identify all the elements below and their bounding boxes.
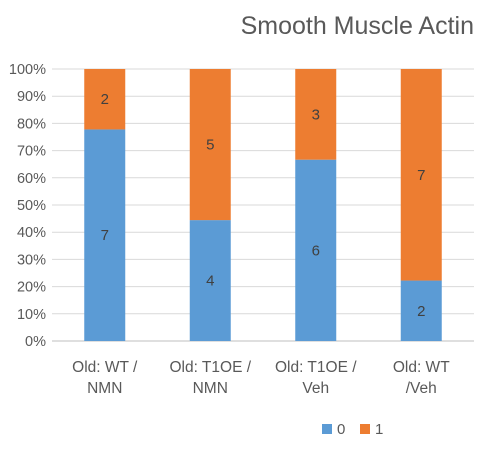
data-labels: 7 2 4 5 6 3 2 7 [101, 91, 426, 320]
y-tick-label: 70% [17, 144, 46, 160]
y-tick-label: 60% [17, 171, 46, 187]
category-label: /Veh [406, 380, 437, 397]
data-label: 2 [417, 303, 425, 320]
y-tick-label: 40% [17, 225, 46, 241]
data-label: 2 [101, 91, 109, 108]
category-label: NMN [193, 380, 228, 397]
y-tick-label: 80% [17, 116, 46, 132]
y-tick-label: 0% [25, 334, 46, 350]
y-tick-label: 100% [9, 62, 46, 78]
category-label: Old: WT / [72, 359, 138, 376]
y-tick-label: 10% [17, 307, 46, 323]
bar-segment [84, 69, 126, 130]
category-label: Old: T1OE / [275, 359, 357, 376]
x-axis-category-labels: Old: WT / NMN Old: T1OE / NMN Old: T1OE / Veh… [72, 359, 450, 397]
bar-segment [400, 280, 442, 341]
category-label: Old: T1OE / [169, 359, 251, 376]
y-tick-label: 90% [17, 89, 46, 105]
data-label: 5 [206, 137, 214, 154]
bar-segment [84, 129, 126, 341]
y-axis-tick-labels: 0% 10% 20% 30% 40% 50% 60% 70% 80% 90% 100% [9, 62, 46, 350]
bar-segment [189, 220, 231, 341]
chart-title: Smooth Muscle Actin [241, 12, 474, 40]
bar-segment [295, 159, 337, 341]
category-label: Veh [302, 380, 329, 397]
category-label: Old: WT [393, 359, 450, 376]
category-label: NMN [87, 380, 122, 397]
legend-label: 1 [375, 421, 383, 438]
bar-segment [295, 69, 337, 160]
legend-swatch [322, 424, 332, 434]
data-label: 7 [101, 227, 109, 244]
y-tick-label: 30% [17, 252, 46, 268]
bars [84, 69, 442, 341]
y-tick-label: 50% [17, 198, 46, 214]
data-label: 7 [417, 167, 425, 184]
data-label: 6 [312, 242, 320, 259]
legend-swatch [360, 424, 370, 434]
data-label: 4 [206, 273, 214, 290]
data-label: 3 [312, 106, 320, 123]
bar-segment [400, 69, 442, 281]
y-tick-label: 20% [17, 280, 46, 296]
legend-label: 0 [337, 421, 345, 438]
bar-segment [189, 69, 231, 221]
